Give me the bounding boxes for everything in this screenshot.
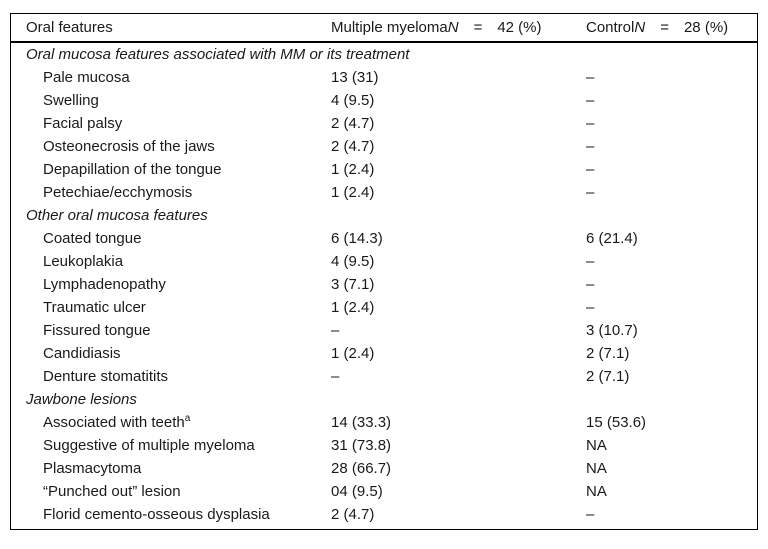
row-label: Suggestive of multiple myeloma (43, 437, 255, 454)
mm-value: 1 (2.4) (331, 299, 375, 316)
table-row: Coated tongue 6 (14.3) 6 (21.4) (11, 227, 757, 250)
row-label: Facial palsy (43, 115, 123, 132)
control-value: 6 (21.4) (586, 230, 638, 247)
table-row: Florid cemento-osseous dysplasia 2 (4.7) – (11, 503, 757, 526)
header-mm-n: N (447, 19, 459, 36)
table-row: Facial palsy 2 (4.7) – (11, 112, 757, 135)
oral-features-table: Oral features Multiple myelomaN = 42 (%) C… (10, 13, 758, 530)
row-label: Depapillation of the tongue (43, 161, 222, 178)
control-value: – (586, 138, 595, 155)
table-row: Traumatic ulcer 1 (2.4) – (11, 296, 757, 319)
header-control-count: 28 (%) (683, 19, 729, 36)
header-mm-group: Multiple myeloma (331, 19, 448, 36)
row-label: Swelling (43, 92, 99, 109)
mm-value: 1 (2.4) (331, 184, 375, 201)
section-title-row: Other oral mucosa features (11, 204, 757, 227)
section-title: Other oral mucosa features (26, 207, 208, 224)
header-control-equals: = (660, 19, 669, 36)
control-value: – (586, 69, 595, 86)
row-label: Fissured tongue (43, 322, 151, 339)
mm-value: – (331, 368, 340, 385)
row-label: Coated tongue (43, 230, 142, 247)
mm-value: 28 (66.7) (331, 460, 392, 477)
section-title-row: Jawbone lesions (11, 388, 757, 411)
table-body: Oral mucosa features associated with MM … (11, 43, 757, 526)
control-value: 2 (7.1) (586, 345, 630, 362)
mm-value: 4 (9.5) (331, 92, 375, 109)
header-control-group: Control (586, 19, 635, 36)
table-row: Depapillation of the tongue 1 (2.4) – (11, 158, 757, 181)
mm-value: 14 (33.3) (331, 414, 392, 431)
row-label: Petechiae/ecchymosis (43, 184, 193, 201)
header-oral-features: Oral features (26, 19, 113, 36)
section-title-row: Oral mucosa features associated with MM … (11, 43, 757, 66)
mm-value: 31 (73.8) (331, 437, 392, 454)
row-label: Florid cemento-osseous dysplasia (43, 506, 270, 523)
mm-value: 2 (4.7) (331, 115, 375, 132)
control-value: NA (586, 437, 607, 454)
control-value: – (586, 161, 595, 178)
table-row: Lymphadenopathy 3 (7.1) – (11, 273, 757, 296)
mm-value: 6 (14.3) (331, 230, 383, 247)
table-row: Denture stomatitits – 2 (7.1) (11, 365, 757, 388)
mm-value: 3 (7.1) (331, 276, 375, 293)
control-value: 15 (53.6) (586, 414, 647, 431)
row-label: Pale mucosa (43, 69, 130, 86)
row-label: Traumatic ulcer (43, 299, 146, 316)
footnote-marker: a (184, 413, 191, 424)
control-value: – (586, 276, 595, 293)
row-label: “Punched out” lesion (43, 483, 181, 500)
header-multiple-myeloma: Multiple myelomaN = 42 (%) (331, 19, 586, 36)
mm-value: 1 (2.4) (331, 161, 375, 178)
table-row: Fissured tongue – 3 (10.7) (11, 319, 757, 342)
header-control-n: N (634, 19, 646, 36)
mm-value: 2 (4.7) (331, 506, 375, 523)
table-row: Swelling 4 (9.5) – (11, 89, 757, 112)
row-label: Leukoplakia (43, 253, 124, 270)
table-header: Oral features Multiple myelomaN = 42 (%) C… (11, 14, 757, 43)
row-label: Associated with teetha (43, 413, 191, 432)
table-row: Suggestive of multiple myeloma 31 (73.8) N… (11, 434, 757, 457)
control-value: NA (586, 460, 607, 477)
table-row: “Punched out” lesion 04 (9.5) NA (11, 480, 757, 503)
header-mm-count: 42 (%) (497, 19, 542, 36)
mm-value: 04 (9.5) (331, 483, 383, 500)
section-title: Oral mucosa features associated with MM … (26, 46, 410, 63)
control-value: 3 (10.7) (586, 322, 638, 339)
mm-value: 4 (9.5) (331, 253, 375, 270)
header-control: ControlN = 28 (%) (586, 19, 757, 36)
table-row: Plasmacytoma 28 (66.7) NA (11, 457, 757, 480)
row-label: Plasmacytoma (43, 460, 142, 477)
row-label: Denture stomatitits (43, 368, 169, 385)
section-title: Jawbone lesions (26, 391, 137, 408)
table-row: Associated with teetha 14 (33.3) 15 (53.6) (11, 411, 757, 434)
table-row: Leukoplakia 4 (9.5) – (11, 250, 757, 273)
control-value: – (586, 506, 595, 523)
control-value: – (586, 115, 595, 132)
table-row: Osteonecrosis of the jaws 2 (4.7) – (11, 135, 757, 158)
row-label: Lymphadenopathy (43, 276, 166, 293)
row-label: Candidiasis (43, 345, 121, 362)
mm-value: 1 (2.4) (331, 345, 375, 362)
mm-value: – (331, 322, 340, 339)
control-value: – (586, 253, 595, 270)
mm-value: 13 (31) (331, 69, 379, 86)
table-row: Petechiae/ecchymosis 1 (2.4) – (11, 181, 757, 204)
mm-value: 2 (4.7) (331, 138, 375, 155)
header-mm-equals: = (473, 19, 483, 36)
control-value: – (586, 92, 595, 109)
row-label: Osteonecrosis of the jaws (43, 138, 215, 155)
control-value: – (586, 299, 595, 316)
table-row: Candidiasis 1 (2.4) 2 (7.1) (11, 342, 757, 365)
table-row: Pale mucosa 13 (31) – (11, 66, 757, 89)
control-value: NA (586, 483, 607, 500)
control-value: – (586, 184, 595, 201)
control-value: 2 (7.1) (586, 368, 630, 385)
